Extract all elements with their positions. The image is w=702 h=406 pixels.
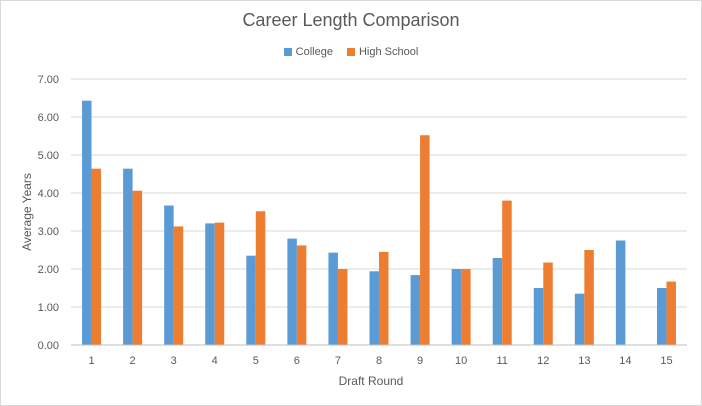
bar-college-11 — [492, 257, 503, 345]
x-tick-label: 4 — [212, 355, 218, 367]
bar-college-9 — [410, 275, 421, 345]
x-tick-label: 8 — [376, 355, 382, 367]
bar-college-10 — [451, 269, 462, 345]
x-tick-label: 3 — [171, 355, 177, 367]
legend-item-high-school: High School — [346, 46, 419, 58]
legend: College High School — [0, 46, 702, 58]
bar-college-8 — [369, 271, 379, 345]
bar-college-5 — [246, 255, 256, 345]
bar-college-15 — [656, 288, 667, 345]
y-tick-label: 1.00 — [38, 302, 59, 314]
x-tick-label: 12 — [537, 355, 549, 367]
bar-high-school-1 — [91, 168, 102, 345]
legend-label-high-school: High School — [358, 46, 419, 58]
bar-high-school-10 — [461, 269, 471, 345]
bar-high-school-13 — [584, 250, 594, 345]
y-tick-label: 4.00 — [38, 188, 59, 200]
legend-item-college: College — [283, 46, 333, 58]
y-axis-title: Average Years — [20, 173, 34, 251]
bar-college-6 — [287, 238, 297, 345]
bar-high-school-9 — [420, 135, 430, 345]
bar-college-1 — [82, 100, 92, 345]
legend-label-college: College — [295, 46, 333, 58]
x-tick-label: 15 — [660, 355, 672, 367]
bar-high-school-4 — [214, 222, 225, 345]
y-tick-label: 5.00 — [38, 150, 59, 162]
legend-swatch-college — [283, 48, 292, 56]
x-tick-label: 2 — [130, 355, 136, 367]
bar-high-school-11 — [502, 200, 512, 345]
bar-college-3 — [164, 205, 174, 345]
legend-swatch-high-school — [346, 48, 355, 56]
x-tick-label: 14 — [619, 355, 631, 367]
x-tick-label: 5 — [253, 355, 259, 367]
bar-high-school-2 — [132, 190, 143, 345]
bar-college-13 — [574, 293, 585, 345]
bar-college-14 — [615, 240, 626, 345]
y-tick-label: 3.00 — [38, 226, 59, 238]
bar-high-school-6 — [296, 245, 307, 345]
x-tick-label: 13 — [578, 355, 590, 367]
bar-college-7 — [328, 252, 338, 345]
x-tick-label: 11 — [496, 355, 507, 367]
bar-high-school-15 — [666, 281, 676, 345]
bar-high-school-3 — [173, 226, 184, 345]
bar-high-school-12 — [543, 262, 553, 345]
x-axis-title: Draft Round — [339, 374, 404, 388]
y-tick-label: 2.00 — [38, 264, 59, 276]
chart-title: Career Length Comparison — [242, 10, 460, 30]
x-tick-label: 9 — [417, 355, 423, 367]
bar-college-4 — [205, 223, 215, 345]
x-tick-label: 7 — [335, 355, 341, 367]
x-tick-label: 6 — [294, 355, 300, 367]
bar-high-school-7 — [337, 269, 348, 345]
bar-college-12 — [533, 288, 544, 345]
x-tick-label: 1 — [88, 355, 94, 367]
y-tick-label: 7.00 — [38, 74, 59, 86]
bar-high-school-8 — [379, 251, 389, 345]
x-tick-label: 10 — [455, 355, 467, 367]
bar-high-school-5 — [255, 211, 266, 345]
y-tick-label: 6.00 — [38, 112, 59, 124]
bar-college-2 — [123, 168, 133, 345]
y-tick-label: 0.00 — [38, 340, 59, 352]
